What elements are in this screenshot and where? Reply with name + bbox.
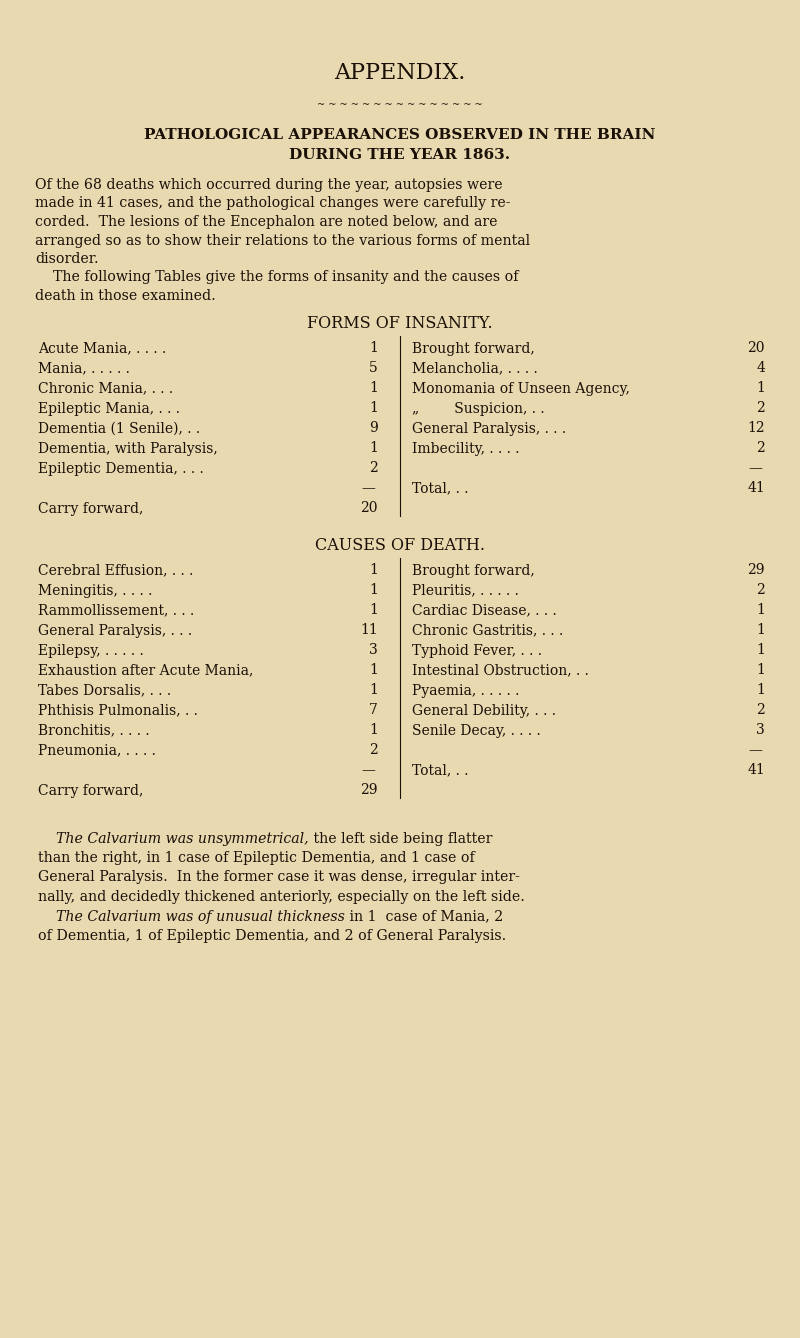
Text: 1: 1 [369, 381, 378, 396]
Text: —: — [361, 764, 375, 777]
Text: Tabes Dorsalis, . . .: Tabes Dorsalis, . . . [38, 684, 171, 697]
Text: 2: 2 [756, 583, 765, 598]
Text: 1: 1 [369, 603, 378, 618]
Text: „        Suspicion, . .: „ Suspicion, . . [412, 401, 545, 416]
Text: Acute Mania, . . . .: Acute Mania, . . . . [38, 341, 166, 356]
Text: The Calvarium was unsymmetrical,: The Calvarium was unsymmetrical, [38, 831, 309, 846]
Text: death in those examined.: death in those examined. [35, 289, 216, 302]
Text: Bronchitis, . . . .: Bronchitis, . . . . [38, 724, 150, 737]
Text: Cerebral Effusion, . . .: Cerebral Effusion, . . . [38, 563, 194, 578]
Text: than the right, in 1 case of Epileptic Dementia, and 1 case of: than the right, in 1 case of Epileptic D… [38, 851, 474, 864]
Text: 12: 12 [747, 421, 765, 435]
Text: Typhoid Fever, . . .: Typhoid Fever, . . . [412, 644, 542, 657]
Text: 2: 2 [370, 744, 378, 757]
Text: 1: 1 [756, 644, 765, 657]
Text: 41: 41 [747, 482, 765, 495]
Text: 1: 1 [756, 603, 765, 618]
Text: nally, and decidedly thickened anteriorly, especially on the left side.: nally, and decidedly thickened anteriorl… [38, 890, 525, 904]
Text: Cardiac Disease, . . .: Cardiac Disease, . . . [412, 603, 557, 618]
Text: corded.  The lesions of the Encephalon are noted below, and are: corded. The lesions of the Encephalon ar… [35, 215, 498, 229]
Text: Monomania of Unseen Agency,: Monomania of Unseen Agency, [412, 381, 630, 396]
Text: Epilepsy, . . . . .: Epilepsy, . . . . . [38, 644, 144, 657]
Text: the left side being flatter: the left side being flatter [309, 831, 492, 846]
Text: 1: 1 [756, 381, 765, 396]
Text: disorder.: disorder. [35, 252, 98, 266]
Text: ~ ~ ~ ~ ~ ~ ~ ~ ~ ~ ~ ~ ~ ~ ~: ~ ~ ~ ~ ~ ~ ~ ~ ~ ~ ~ ~ ~ ~ ~ [317, 100, 483, 108]
Text: Epileptic Mania, . . .: Epileptic Mania, . . . [38, 401, 180, 416]
Text: Pleuritis, . . . . .: Pleuritis, . . . . . [412, 583, 519, 598]
Text: 7: 7 [369, 704, 378, 717]
Text: Dementia, with Paralysis,: Dementia, with Paralysis, [38, 442, 218, 455]
Text: Epileptic Dementia, . . .: Epileptic Dementia, . . . [38, 462, 204, 475]
Text: DURING THE YEAR 1863.: DURING THE YEAR 1863. [290, 149, 510, 162]
Text: 1: 1 [756, 664, 765, 677]
Text: 11: 11 [360, 624, 378, 637]
Text: 1: 1 [369, 442, 378, 455]
Text: General Paralysis, . . .: General Paralysis, . . . [412, 421, 566, 435]
Text: PATHOLOGICAL APPEARANCES OBSERVED IN THE BRAIN: PATHOLOGICAL APPEARANCES OBSERVED IN THE… [144, 128, 656, 142]
Text: General Paralysis, . . .: General Paralysis, . . . [38, 624, 192, 637]
Text: Exhaustion after Acute Mania,: Exhaustion after Acute Mania, [38, 664, 254, 677]
Text: 1: 1 [369, 684, 378, 697]
Text: 2: 2 [756, 401, 765, 416]
Text: 1: 1 [369, 401, 378, 416]
Text: 4: 4 [756, 361, 765, 376]
Text: 1: 1 [369, 724, 378, 737]
Text: 9: 9 [370, 421, 378, 435]
Text: FORMS OF INSANITY.: FORMS OF INSANITY. [307, 316, 493, 333]
Text: The Calvarium was of unusual thickness: The Calvarium was of unusual thickness [38, 910, 345, 923]
Text: of Dementia, 1 of Epileptic Dementia, and 2 of General Paralysis.: of Dementia, 1 of Epileptic Dementia, an… [38, 929, 506, 943]
Text: 1: 1 [756, 684, 765, 697]
Text: Carry forward,: Carry forward, [38, 784, 143, 797]
Text: 1: 1 [756, 624, 765, 637]
Text: 29: 29 [747, 563, 765, 578]
Text: Mania, . . . . .: Mania, . . . . . [38, 361, 130, 376]
Text: General Debility, . . .: General Debility, . . . [412, 704, 556, 717]
Text: 2: 2 [756, 704, 765, 717]
Text: arranged so as to show their relations to the various forms of mental: arranged so as to show their relations t… [35, 234, 530, 248]
Text: 3: 3 [370, 644, 378, 657]
Text: Brought forward,: Brought forward, [412, 341, 534, 356]
Text: Imbecility, . . . .: Imbecility, . . . . [412, 442, 519, 455]
Text: Of the 68 deaths which occurred during the year, autopsies were: Of the 68 deaths which occurred during t… [35, 178, 502, 191]
Text: 3: 3 [756, 724, 765, 737]
Text: Melancholia, . . . .: Melancholia, . . . . [412, 361, 538, 376]
Text: 20: 20 [747, 341, 765, 356]
Text: 5: 5 [370, 361, 378, 376]
Text: made in 41 cases, and the pathological changes were carefully re-: made in 41 cases, and the pathological c… [35, 197, 510, 210]
Text: CAUSES OF DEATH.: CAUSES OF DEATH. [315, 538, 485, 554]
Text: Phthisis Pulmonalis, . .: Phthisis Pulmonalis, . . [38, 704, 198, 717]
Text: 1: 1 [369, 341, 378, 356]
Text: in 1  case of Mania, 2: in 1 case of Mania, 2 [345, 910, 503, 923]
Text: APPENDIX.: APPENDIX. [334, 62, 466, 84]
Text: 2: 2 [756, 442, 765, 455]
Text: Pyaemia, . . . . .: Pyaemia, . . . . . [412, 684, 519, 697]
Text: Carry forward,: Carry forward, [38, 502, 143, 515]
Text: Chronic Gastritis, . . .: Chronic Gastritis, . . . [412, 624, 563, 637]
Text: The following Tables give the forms of insanity and the causes of: The following Tables give the forms of i… [35, 270, 518, 285]
Text: Dementia (1 Senile), . .: Dementia (1 Senile), . . [38, 421, 200, 435]
Text: Total, . .: Total, . . [412, 482, 469, 495]
Text: —: — [748, 462, 762, 475]
Text: 1: 1 [369, 664, 378, 677]
Text: Intestinal Obstruction, . .: Intestinal Obstruction, . . [412, 664, 589, 677]
Text: 2: 2 [370, 462, 378, 475]
Text: Meningitis, . . . .: Meningitis, . . . . [38, 583, 152, 598]
Text: Senile Decay, . . . .: Senile Decay, . . . . [412, 724, 541, 737]
Text: Rammollissement, . . .: Rammollissement, . . . [38, 603, 194, 618]
Text: 29: 29 [361, 784, 378, 797]
Text: General Paralysis.  In the former case it was dense, irregular inter-: General Paralysis. In the former case it… [38, 871, 520, 884]
Text: Pneumonia, . . . .: Pneumonia, . . . . [38, 744, 156, 757]
Text: 41: 41 [747, 764, 765, 777]
Text: 1: 1 [369, 563, 378, 578]
Text: 1: 1 [369, 583, 378, 598]
Text: —: — [361, 482, 375, 495]
Text: Brought forward,: Brought forward, [412, 563, 534, 578]
Text: Total, . .: Total, . . [412, 764, 469, 777]
Text: Chronic Mania, . . .: Chronic Mania, . . . [38, 381, 173, 396]
Text: —: — [748, 744, 762, 757]
Text: 20: 20 [361, 502, 378, 515]
